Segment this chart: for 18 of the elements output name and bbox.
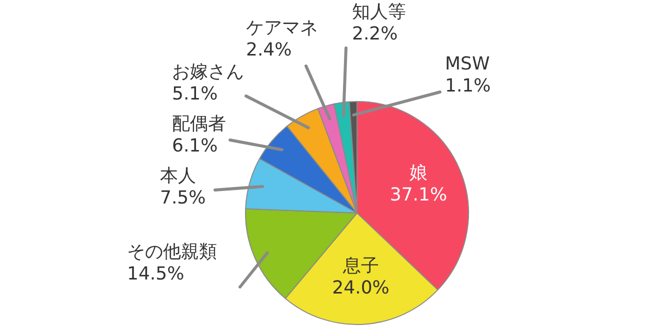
data-label: 24.0% [332,277,390,298]
slice-label: 娘 [409,162,428,184]
data-label: 6.1% [172,136,218,157]
slice-label: 息子 [342,255,379,276]
slice-label: 知人等 [352,2,406,23]
slice-label: MSW [445,54,490,75]
data-label: 2.2% [352,24,398,45]
data-label: 2.4% [246,40,292,61]
data-label: 37.1% [390,184,448,206]
slice-label: ケアマネ [246,18,318,39]
data-label: 14.5% [127,264,184,285]
slice-label: 配偶者 [172,114,226,135]
data-label: 5.1% [172,84,218,105]
data-label: 7.5% [160,188,206,209]
slice-label: その他親類 [127,242,217,263]
data-label: 1.1% [445,76,491,97]
slice-label: 本人 [160,166,196,187]
slice-label: お嫁さん [172,62,244,83]
